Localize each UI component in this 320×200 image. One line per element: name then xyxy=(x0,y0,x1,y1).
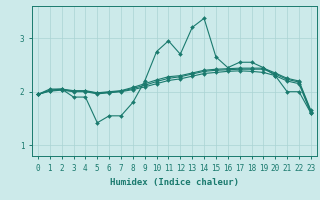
X-axis label: Humidex (Indice chaleur): Humidex (Indice chaleur) xyxy=(110,178,239,187)
